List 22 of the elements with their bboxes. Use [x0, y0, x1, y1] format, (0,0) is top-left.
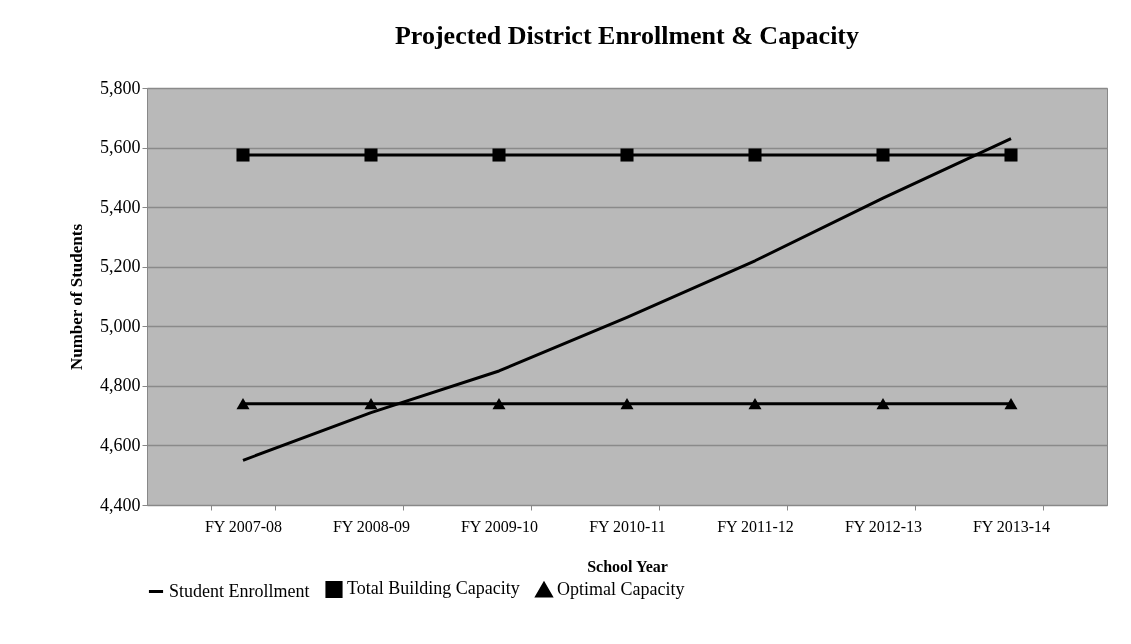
y-tick-label: 4,400: [100, 494, 141, 515]
legend-label: Student Enrollment: [169, 580, 310, 601]
x-tick-label: FY 2011-12: [717, 517, 794, 535]
y-tick-label: 5,000: [100, 315, 141, 336]
x-tick-label: FY 2010-11: [589, 517, 666, 535]
chart-title: Projected District Enrollment & Capacity: [394, 21, 860, 50]
y-tick-label: 4,800: [100, 375, 141, 396]
x-tick-label: FY 2009-10: [460, 517, 539, 535]
x-tick-label: FY 2012-13: [844, 517, 923, 535]
y-tick-label: 5,400: [100, 196, 141, 217]
y-tick-label: 5,600: [100, 137, 141, 158]
x-axis-title: School Year: [587, 557, 668, 575]
legend-label: Optimal Capacity: [557, 578, 685, 599]
y-axis-title: Number of Students: [67, 223, 86, 371]
y-tick-label: 5,200: [100, 256, 141, 277]
x-tick-label: FY 2013-14: [972, 517, 1051, 535]
x-tick-label: FY 2008-09: [332, 517, 411, 535]
x-tick-label: FY 2007-08: [204, 517, 283, 535]
y-tick-label: 5,800: [100, 77, 141, 98]
y-tick-label: 4,600: [100, 434, 141, 455]
line-series: [241, 137, 1013, 462]
legend-label: Total Building Capacity: [347, 578, 520, 599]
